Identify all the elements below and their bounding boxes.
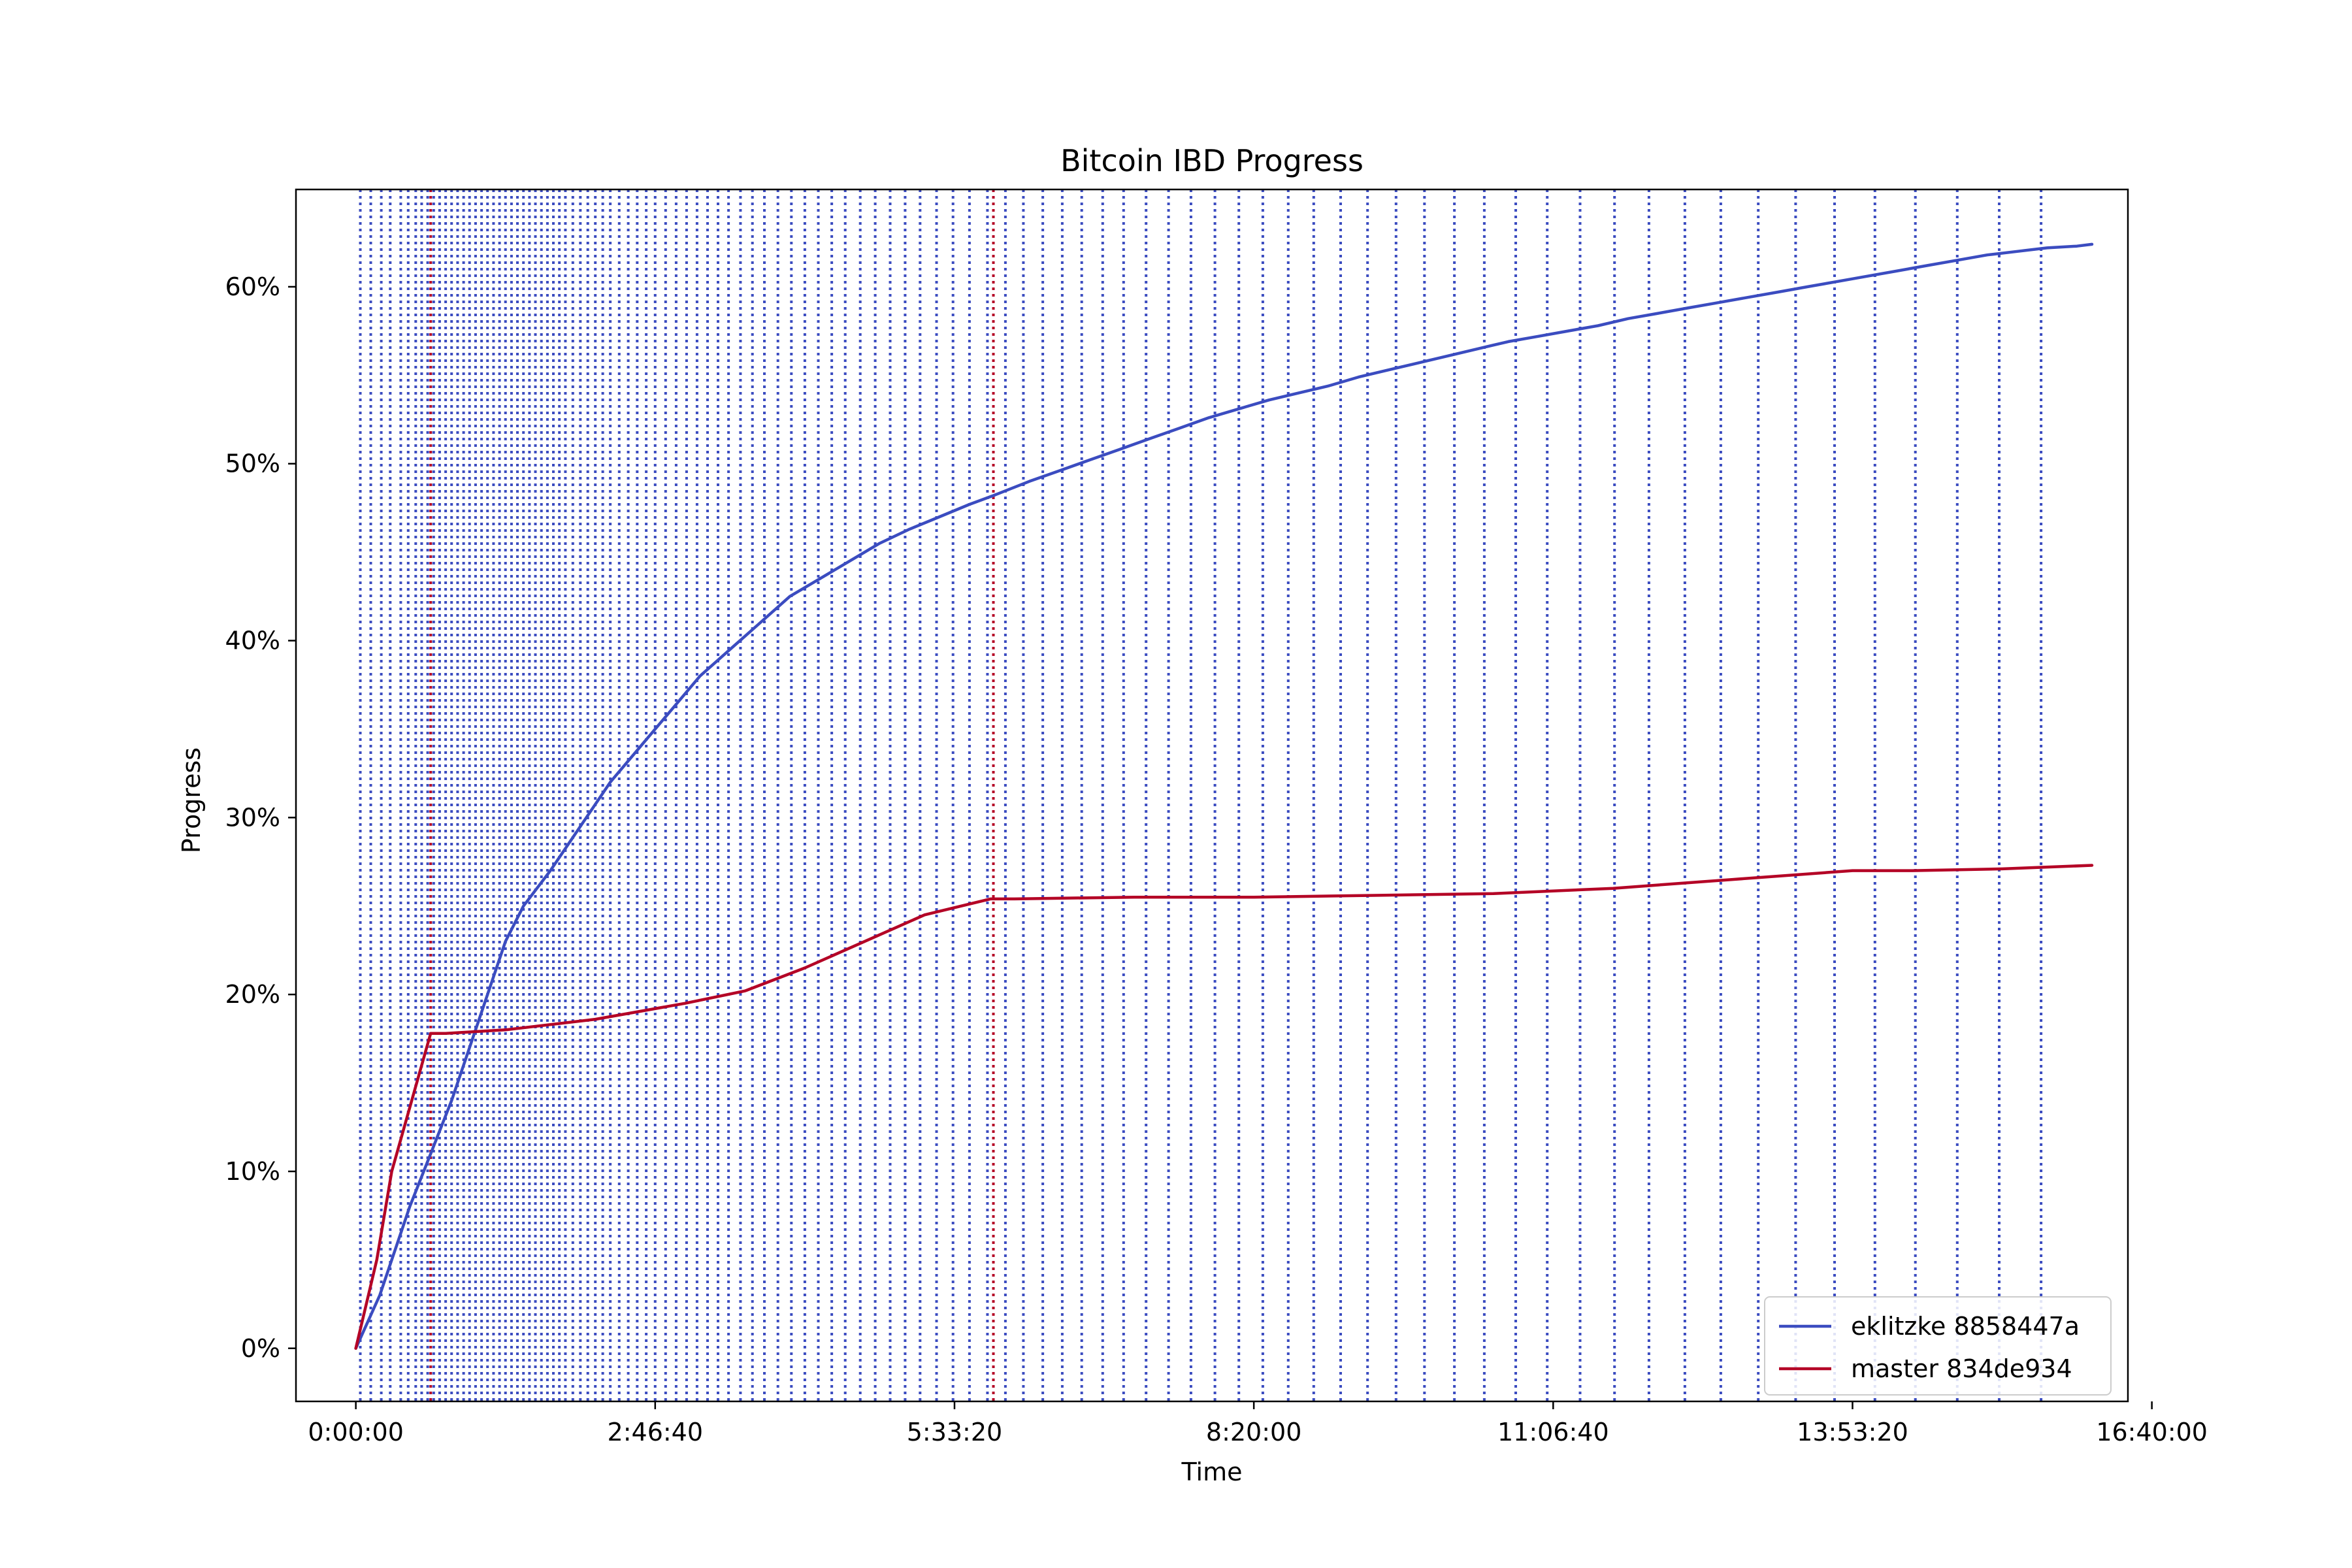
x-tick-label: 8:20:00: [1206, 1418, 1302, 1446]
x-tick-label: 16:40:00: [2096, 1418, 2208, 1446]
y-tick-label: 0%: [241, 1334, 280, 1363]
legend: eklitzke 8858447a master 834de934: [1764, 1296, 2112, 1396]
y-tick-label: 10%: [225, 1157, 280, 1186]
plot-area: [295, 188, 2129, 1403]
y-axis-label: Progress: [177, 747, 206, 853]
series-lines: [354, 242, 2094, 1350]
series-line-1: [354, 242, 2094, 1350]
x-tick-label: 0:00:00: [308, 1418, 404, 1446]
x-axis: 0:00:00 2:46:40 5:33:20 8:20:00 11:06:40 13:5…: [308, 1401, 2208, 1446]
chart-title: Bitcoin IBD Progress: [1060, 143, 1364, 178]
y-axis: 0% 10% 20% 30% 40% 50% 60%: [225, 272, 296, 1363]
series-line-2: [354, 864, 2094, 1350]
y-tick-label: 40%: [225, 627, 280, 655]
x-tick-label: 11:06:40: [1497, 1418, 1609, 1446]
legend-label-1: eklitzke 8858447a: [1851, 1312, 2080, 1341]
legend-box: [1764, 1296, 2112, 1396]
x-tick-label: 13:53:20: [1797, 1418, 1908, 1446]
y-tick-label: 30%: [225, 803, 280, 832]
y-tick-label: 20%: [225, 980, 280, 1009]
x-tick-label: 2:46:40: [608, 1418, 704, 1446]
y-tick-label: 60%: [225, 272, 280, 301]
y-tick-label: 50%: [225, 449, 280, 478]
x-axis-label: Time: [1181, 1458, 1243, 1486]
x-tick-label: 5:33:20: [907, 1418, 1003, 1446]
legend-label-2: master 834de934: [1851, 1354, 2072, 1383]
plot-frame: [295, 188, 2129, 1403]
